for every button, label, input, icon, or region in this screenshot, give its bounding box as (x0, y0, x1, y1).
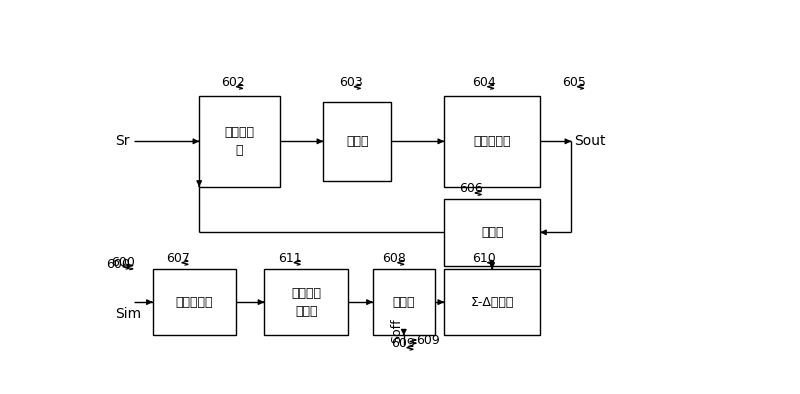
Text: Sr: Sr (115, 134, 130, 148)
Text: Sout: Sout (574, 134, 606, 148)
Text: 611: 611 (278, 252, 302, 265)
Bar (199, 96, 280, 187)
Text: 600: 600 (111, 256, 135, 269)
Text: 608: 608 (382, 252, 406, 265)
Text: 滤波器: 滤波器 (346, 135, 369, 148)
Text: 锁相环补
偿电路: 锁相环补 偿电路 (291, 286, 321, 318)
Text: 609: 609 (391, 336, 415, 349)
Text: 609: 609 (416, 334, 440, 347)
Text: 600: 600 (106, 258, 130, 271)
Text: 分频器: 分频器 (481, 226, 503, 239)
Text: 602: 602 (221, 76, 245, 89)
Bar (264, 269, 348, 336)
Text: 鉴频鉴相
器: 鉴频鉴相 器 (225, 126, 254, 157)
Bar (323, 102, 391, 181)
Text: 603: 603 (338, 76, 362, 89)
Text: Soff: Soff (390, 318, 403, 343)
Bar (444, 269, 540, 336)
Bar (153, 269, 237, 336)
Bar (373, 269, 435, 336)
Text: 606: 606 (459, 182, 483, 195)
Bar (444, 96, 540, 187)
Bar (444, 199, 540, 266)
Text: 604: 604 (472, 76, 496, 89)
Text: 加法器: 加法器 (393, 296, 415, 309)
Text: 压控振荡器: 压控振荡器 (474, 135, 511, 148)
Text: Σ-Δ调制器: Σ-Δ调制器 (470, 296, 514, 309)
Text: 607: 607 (166, 252, 190, 265)
Text: 波形产生器: 波形产生器 (176, 296, 214, 309)
Text: 605: 605 (562, 76, 586, 89)
Text: Sim: Sim (115, 307, 142, 321)
Text: 610: 610 (472, 252, 496, 265)
